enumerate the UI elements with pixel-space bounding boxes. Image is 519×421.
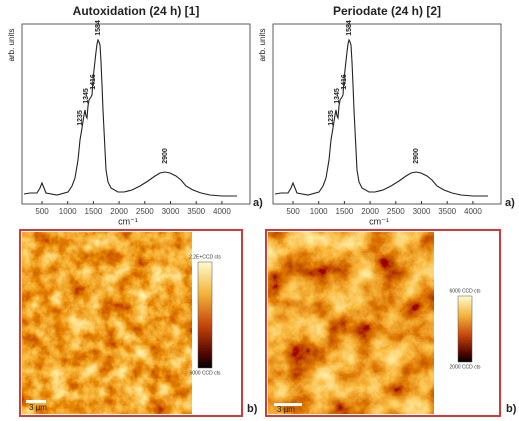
- x-tick-label: 3500: [438, 207, 456, 216]
- colorbar-min: 6000 CCD cts: [189, 370, 221, 376]
- raman-map: [22, 232, 192, 414]
- x-tick-label: 500: [286, 207, 300, 216]
- spectrum-curve: [23, 39, 238, 197]
- peak-label: 2900: [413, 148, 420, 164]
- x-tick-label: 4000: [464, 207, 482, 216]
- panel-label: a): [253, 197, 263, 209]
- scale-bar-label: 3 µm: [277, 405, 295, 414]
- peak-label: 2900: [162, 148, 169, 164]
- x-axis-label: cm⁻¹: [369, 216, 389, 226]
- x-tick-label: 1000: [59, 207, 77, 216]
- y-axis-label: arb. units: [7, 29, 16, 62]
- colorbar: [457, 295, 473, 363]
- scale-bar: [274, 403, 302, 406]
- colorbar: [197, 261, 213, 369]
- x-tick-label: 1500: [336, 207, 354, 216]
- peak-label: 1416: [90, 74, 97, 90]
- x-tick-label: 2000: [361, 207, 379, 216]
- spectrum-frame: [21, 23, 251, 205]
- panel-title: Autoxidation (24 h) [1]: [73, 4, 200, 18]
- scale-bar: [26, 400, 46, 403]
- x-tick-label: 3000: [413, 207, 431, 216]
- peak-label: 1584: [346, 20, 353, 36]
- peak-label: 1345: [334, 88, 341, 104]
- x-tick-label: 500: [35, 207, 49, 216]
- map-frame: [19, 229, 243, 417]
- panel-label: a): [505, 197, 515, 209]
- panel-label: b): [247, 403, 258, 415]
- colorbar-max: 2.2E+CCD cts: [189, 254, 221, 260]
- x-tick-label: 3500: [187, 207, 205, 216]
- x-tick-label: 2500: [387, 207, 405, 216]
- y-axis-label: arb. units: [258, 29, 267, 62]
- scale-bar-label: 3 µm: [29, 403, 47, 412]
- colorbar-min: 2000 CCD cts: [449, 364, 481, 370]
- map-frame: [265, 229, 501, 417]
- colorbar-max: 6000 CCD cts: [449, 288, 481, 294]
- peak-label: 1235: [77, 110, 84, 126]
- x-tick-label: 1500: [85, 207, 103, 216]
- spectrum-curve: [274, 39, 489, 197]
- raman-map: [268, 232, 434, 414]
- panel-title: Periodate (24 h) [2]: [333, 4, 441, 18]
- x-axis-label: cm⁻¹: [118, 216, 138, 226]
- spectrum-frame: [272, 23, 502, 205]
- peak-label: 1416: [341, 74, 348, 90]
- x-tick-label: 4000: [213, 207, 231, 216]
- panel-label: b): [506, 403, 517, 415]
- x-tick-label: 2500: [136, 207, 154, 216]
- peak-label: 1345: [83, 88, 90, 104]
- peak-label: 1235: [328, 110, 335, 126]
- x-tick-label: 1000: [310, 207, 328, 216]
- peak-label: 1584: [95, 20, 102, 36]
- x-tick-label: 3000: [162, 207, 180, 216]
- panels: [19, 23, 502, 417]
- x-tick-label: 2000: [110, 207, 128, 216]
